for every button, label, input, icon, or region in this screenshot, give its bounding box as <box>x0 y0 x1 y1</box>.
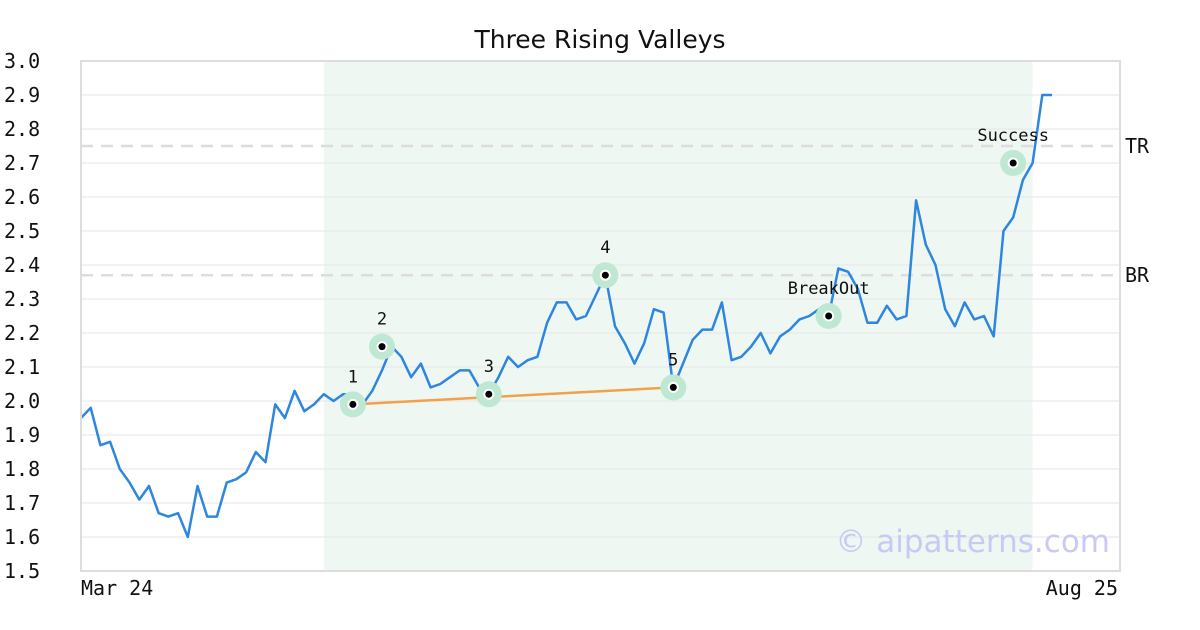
reference-label-br: BR <box>1125 263 1150 287</box>
plot-frame <box>80 60 1121 572</box>
y-tick-label: 2.2 <box>4 321 40 345</box>
point-label: 3 <box>484 357 494 377</box>
x-tick-label-end: Aug 25 <box>1046 576 1118 600</box>
y-tick-label: 2.7 <box>4 151 40 175</box>
price-series <box>80 93 1052 539</box>
y-tick-label: 3.0 <box>4 49 40 73</box>
point-label: 4 <box>600 238 610 258</box>
y-tick-label: 2.9 <box>4 83 40 107</box>
y-tick-label: 2.5 <box>4 219 40 243</box>
y-tick-label: 2.1 <box>4 355 40 379</box>
point-marker <box>349 400 357 408</box>
point-label: 5 <box>668 350 678 370</box>
y-tick-label: 2.4 <box>4 253 40 277</box>
pattern-region-shade <box>324 61 1033 571</box>
reference-label-tr: TR <box>1125 134 1150 158</box>
chart-title: Three Rising Valleys <box>473 25 725 54</box>
x-axis: Mar 24 Aug 25 <box>81 576 1118 600</box>
y-tick-label: 1.8 <box>4 457 40 481</box>
y-tick-label: 1.5 <box>4 559 40 583</box>
y-tick-label: 1.9 <box>4 423 40 447</box>
y-tick-label: 2.8 <box>4 117 40 141</box>
point-label: 1 <box>348 367 358 387</box>
point-marker <box>601 271 609 279</box>
x-tick-label-start: Mar 24 <box>81 576 153 600</box>
point-label: 2 <box>377 310 387 330</box>
reference-lines: TR BR <box>81 134 1150 287</box>
point-marker <box>378 343 386 351</box>
y-axis: 1.5 1.6 1.7 1.8 1.9 2.0 2.1 2.2 2.3 2.4 2.5 2.6 2.7 2… <box>4 49 40 583</box>
pattern-points: 1 2 3 4 5 BreakOut Success <box>339 126 1049 418</box>
point-marker <box>669 383 677 391</box>
y-tick-label: 1.6 <box>4 525 40 549</box>
point-marker <box>485 390 493 398</box>
y-tick-label: 2.3 <box>4 287 40 311</box>
y-tick-label: 2.0 <box>4 389 40 413</box>
watermark: © aipatterns.com <box>835 524 1110 560</box>
grid <box>81 60 1120 572</box>
point-marker <box>825 312 833 320</box>
y-tick-label: 1.7 <box>4 491 40 515</box>
point-marker <box>1009 159 1017 167</box>
valley-trendline <box>352 386 674 406</box>
trendline <box>352 386 674 406</box>
price-line <box>80 93 1052 539</box>
point-label: BreakOut <box>788 279 870 299</box>
pattern-region <box>324 61 1033 571</box>
point-label: Success <box>977 126 1049 146</box>
y-tick-label: 2.6 <box>4 185 40 209</box>
